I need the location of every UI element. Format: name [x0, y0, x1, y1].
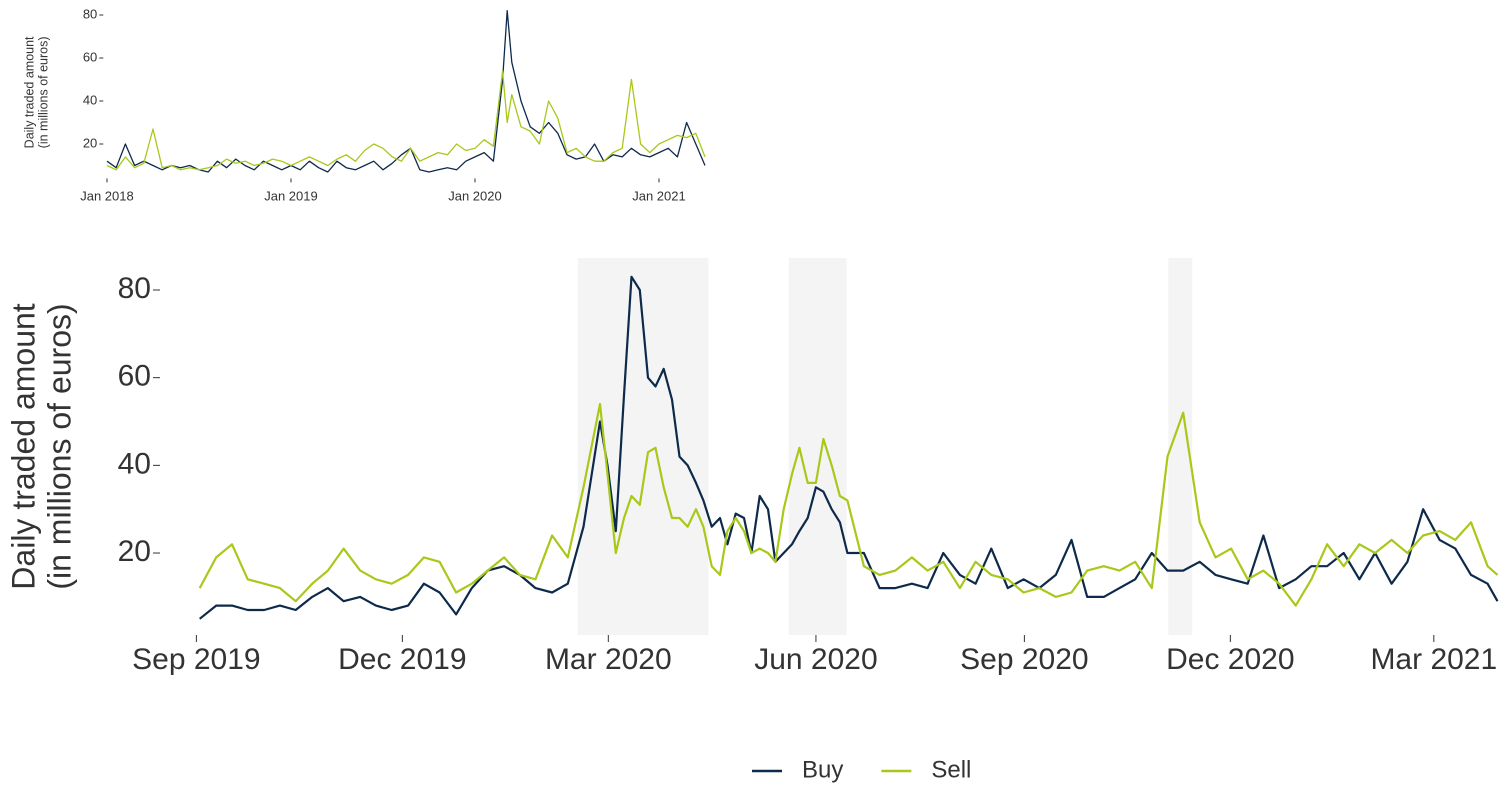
- legend-label: Sell: [931, 756, 971, 783]
- x-tick-label: Jan 2019: [264, 188, 318, 203]
- series-line: [106, 10, 706, 173]
- x-tick-label: Jan 2020: [448, 188, 502, 203]
- y-tick-label: 80: [118, 272, 151, 305]
- x-tick-label: Dec 2019: [338, 643, 466, 676]
- x-tick-label: Dec 2020: [1166, 643, 1294, 676]
- y-tick-label: 40: [118, 447, 151, 480]
- y-tick-label: 20: [83, 135, 97, 150]
- shaded-period: [1168, 258, 1193, 635]
- x-tick-label: Sep 2020: [960, 643, 1088, 676]
- y-axis-label: (in millions of euros): [36, 36, 50, 148]
- series-line: [199, 275, 1499, 620]
- x-tick-label: Jan 2021: [632, 188, 686, 203]
- series-line: [106, 70, 706, 171]
- y-tick-label: 60: [83, 49, 97, 64]
- legend-label: Buy: [802, 756, 843, 783]
- y-axis-label: Daily traded amount: [5, 303, 41, 589]
- shaded-period: [788, 258, 847, 635]
- y-tick-label: 80: [83, 6, 97, 21]
- y-axis-label: (in millions of euros): [41, 303, 77, 589]
- y-axis-label: Daily traded amount: [22, 36, 36, 148]
- y-tick-label: 20: [118, 535, 151, 568]
- x-tick-label: Jun 2020: [754, 643, 877, 676]
- x-tick-label: Sep 2019: [132, 643, 260, 676]
- series-line: [198, 402, 1499, 607]
- y-tick-label: 40: [83, 92, 97, 107]
- x-tick-label: Jan 2018: [80, 188, 134, 203]
- x-tick-label: Mar 2021: [1370, 643, 1497, 676]
- y-tick-label: 60: [118, 360, 151, 393]
- x-tick-label: Mar 2020: [545, 643, 672, 676]
